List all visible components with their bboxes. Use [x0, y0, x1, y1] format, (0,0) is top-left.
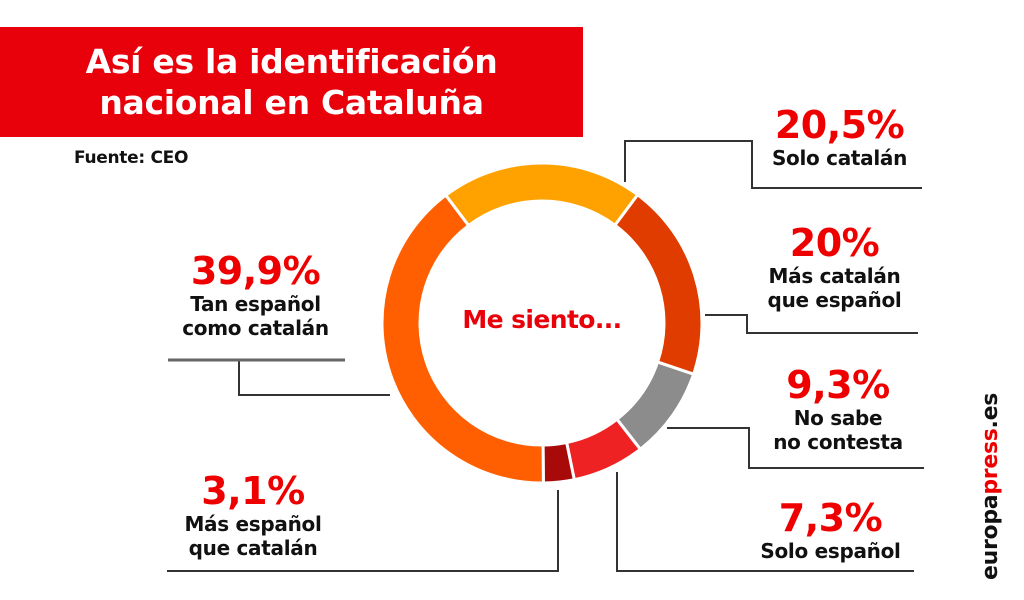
connector-mas-espanol	[167, 490, 559, 572]
source-label: Fuente: CEO	[74, 148, 189, 168]
connector-solo-espanol	[616, 472, 914, 572]
donut-segment	[612, 192, 704, 377]
donut-ring	[380, 161, 704, 485]
category-label: Solo español	[760, 539, 901, 563]
connector-solo-catalan	[624, 140, 922, 189]
category-label: como catalán	[182, 316, 329, 340]
pct-value: 20,5%	[774, 103, 905, 147]
donut-segment	[380, 193, 545, 485]
pct-value: 9,3%	[786, 363, 890, 407]
connector-nsnc	[667, 427, 924, 469]
category-label: que catalán	[188, 536, 318, 560]
title-banner: Así es la identificación nacional en Cat…	[0, 27, 583, 137]
pct-value: 7,3%	[778, 496, 883, 540]
pct-value: 20%	[789, 221, 880, 265]
label-mas-catalan: 20% Más catalán que español	[742, 222, 927, 312]
donut-segment	[443, 161, 640, 228]
category-label: no contesta	[773, 430, 903, 454]
watermark-prefix: europa	[978, 494, 1003, 580]
center-label: Me siento...	[462, 305, 622, 334]
label-tan-espanol: 39,9% Tan español como catalán	[163, 250, 348, 340]
pct-value: 39,9%	[190, 249, 321, 293]
label-mas-espanol: 3,1% Más español que catalán	[163, 470, 343, 560]
watermark-accent: press	[978, 428, 1003, 495]
chart-title: Así es la identificación nacional en Cat…	[0, 41, 583, 123]
category-label: Más español	[184, 512, 322, 536]
label-nsnc: 9,3% No sabe no contesta	[748, 364, 928, 454]
category-label: No sabe	[793, 406, 883, 430]
category-label: que español	[767, 288, 902, 312]
label-solo-espanol: 7,3% Solo español	[738, 497, 923, 563]
connector-lines	[167, 140, 924, 572]
title-line-1: Así es la identificación	[85, 42, 498, 81]
connector-mas-catalan	[705, 314, 918, 334]
category-label: Solo catalán	[771, 146, 908, 170]
watermark-suffix: .es	[978, 392, 1003, 429]
label-solo-catalan: 20,5% Solo catalán	[752, 104, 927, 170]
europapress-watermark: europapress.es	[978, 393, 1003, 580]
category-label: Más catalán	[768, 264, 901, 288]
title-line-2: nacional en Cataluña	[99, 83, 484, 122]
category-label: Tan español	[190, 292, 321, 316]
pct-value: 3,1%	[201, 469, 305, 513]
connector-tan-espanol	[238, 360, 390, 396]
